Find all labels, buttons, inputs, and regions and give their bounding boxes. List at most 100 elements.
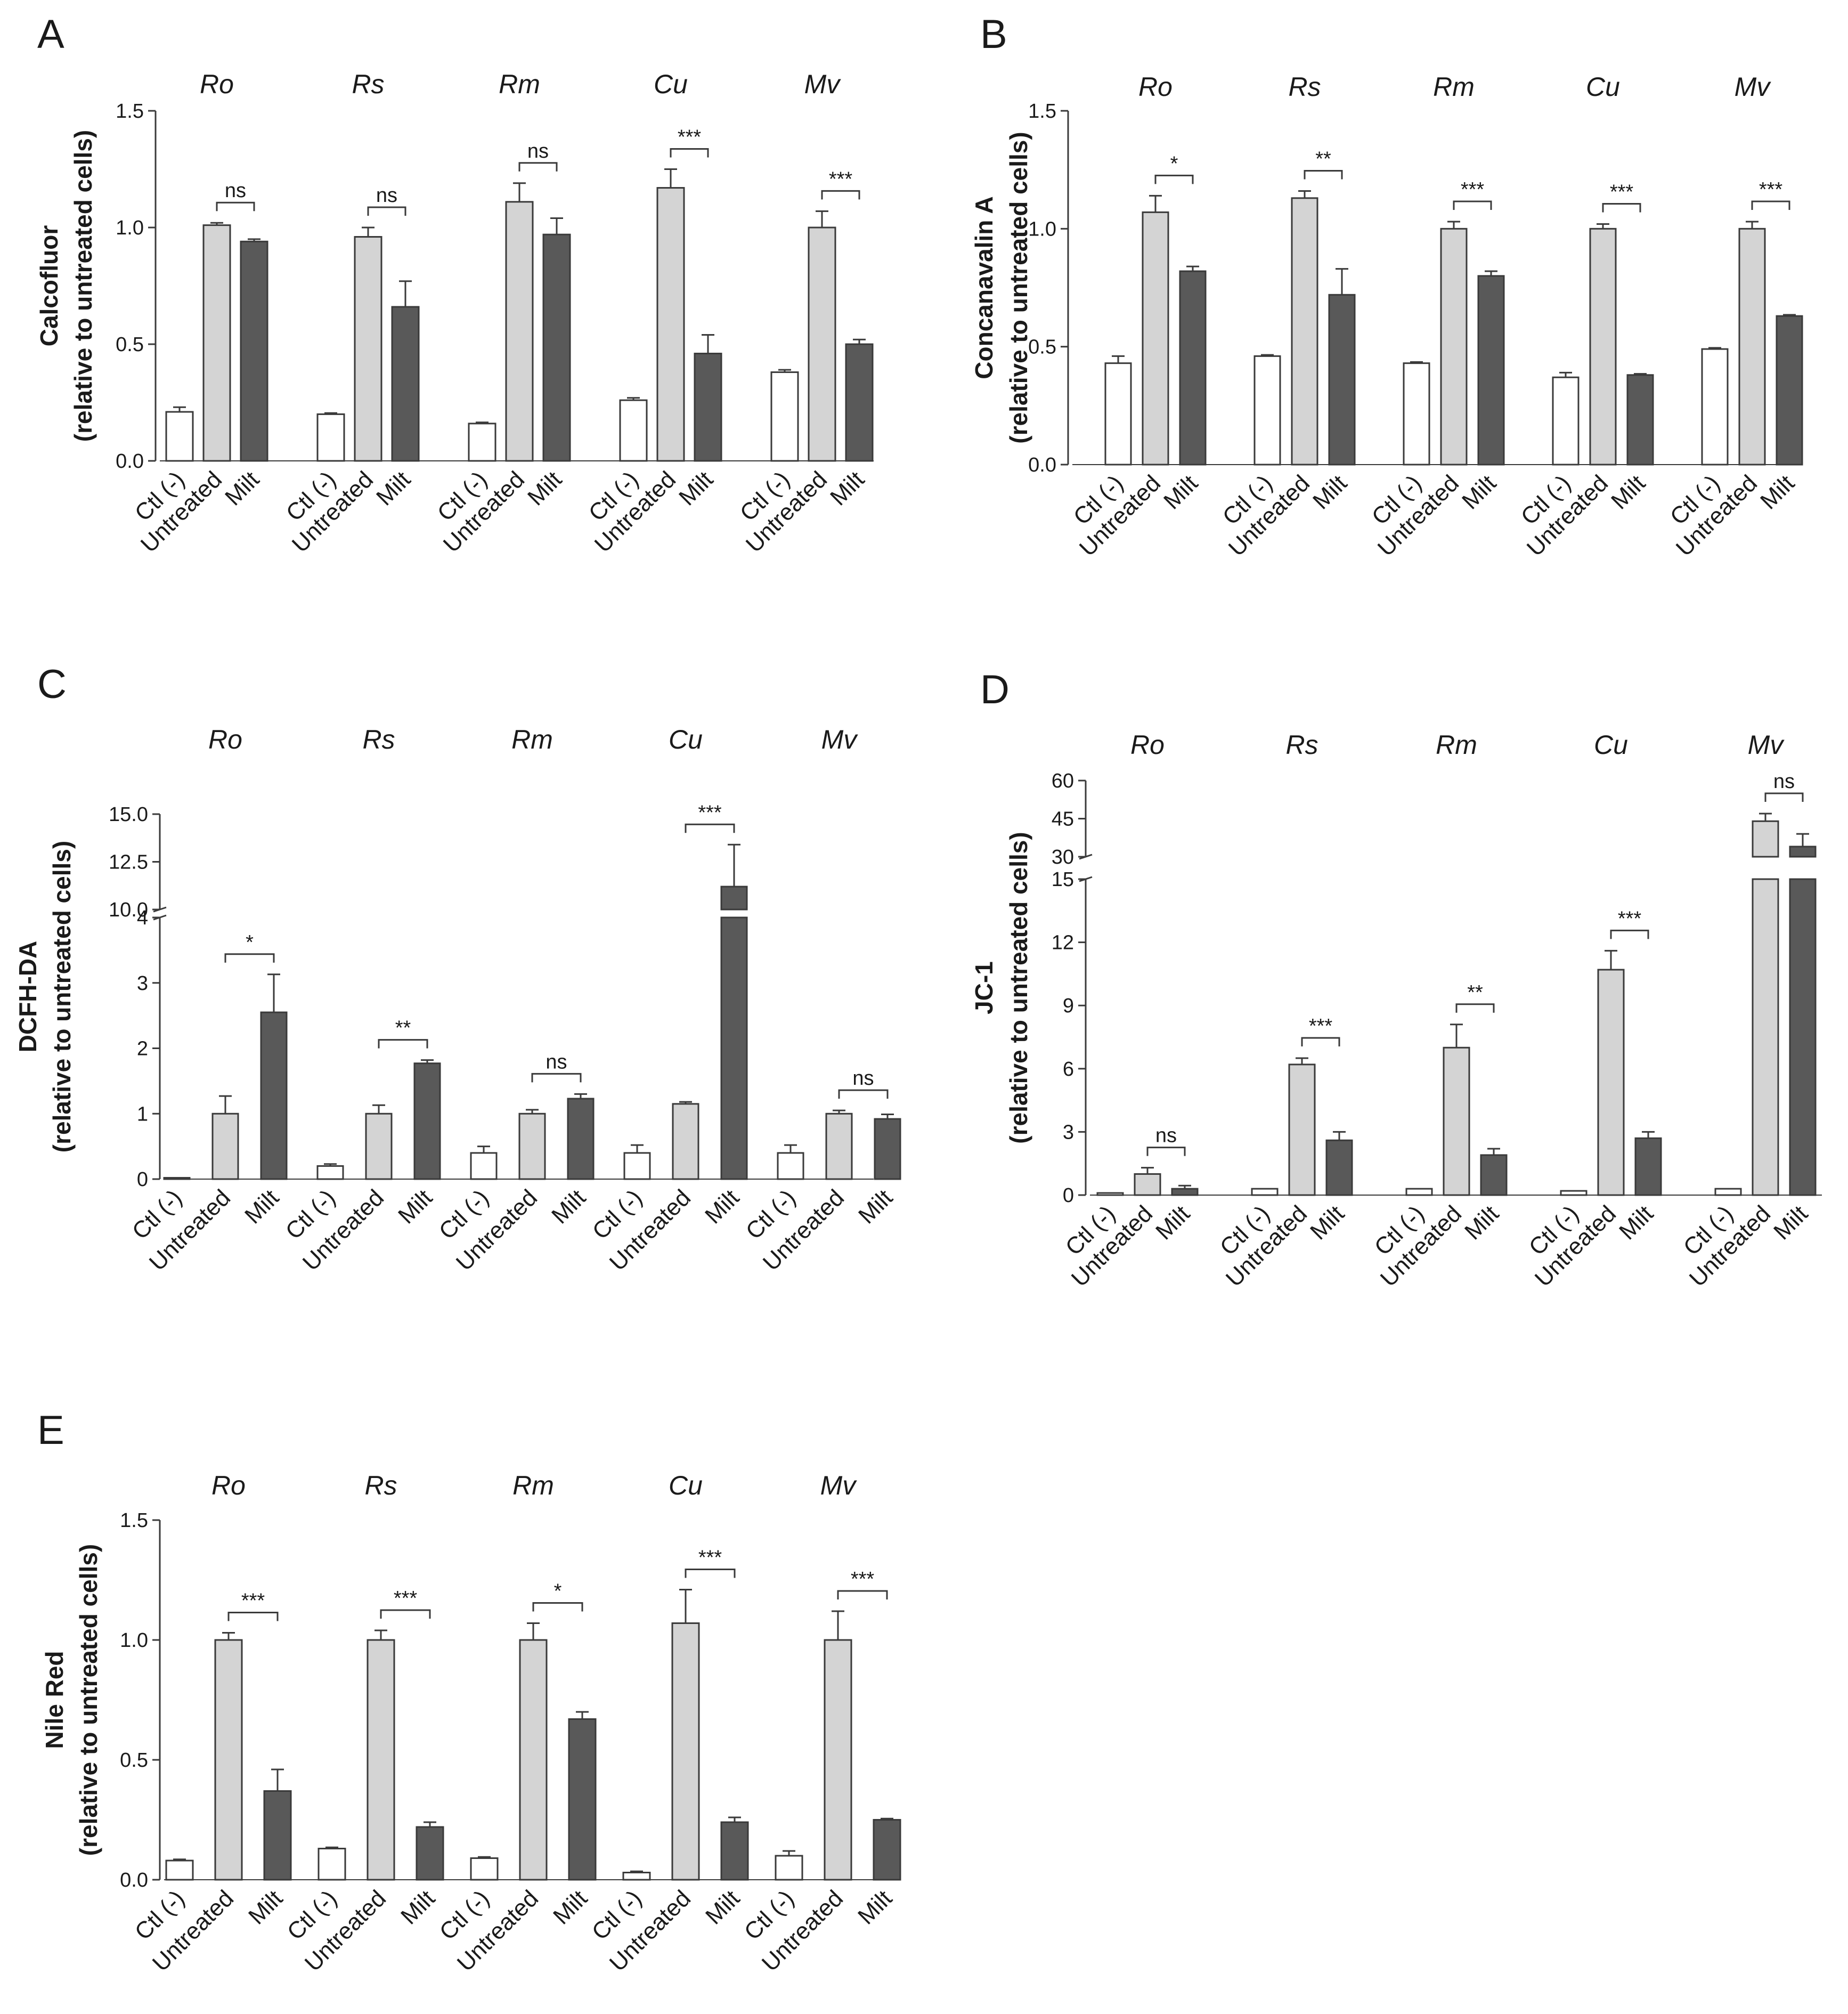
group-label: Mv — [820, 1471, 858, 1500]
group-label: Mv — [804, 69, 842, 99]
x-tick-label: Milt — [1457, 470, 1501, 514]
x-tick-label: Milt — [1460, 1200, 1504, 1245]
bar — [808, 226, 836, 462]
bar — [416, 1826, 444, 1881]
y-tick-label: 0.5 — [120, 1749, 148, 1772]
significance-label: *** — [1309, 1015, 1333, 1037]
significance-label: ** — [1467, 981, 1483, 1004]
group-label: Cu — [654, 69, 688, 99]
panel-letter: E — [37, 1408, 64, 1453]
x-tick-label: Milt — [393, 1184, 437, 1229]
significance-label: ** — [1315, 148, 1331, 170]
x-tick-label: Milt — [1769, 1200, 1813, 1245]
bar — [568, 1718, 597, 1881]
significance-label: *** — [698, 801, 722, 824]
group-label: Rm — [512, 1471, 554, 1500]
bar — [874, 1118, 901, 1180]
x-tick-label: Milt — [243, 1885, 288, 1929]
bar — [720, 916, 748, 1180]
bar — [1142, 211, 1169, 466]
x-tick-label: Milt — [1614, 1200, 1658, 1245]
y-axis: 0.0 0.5 1.0 1.5 — [1028, 100, 1069, 476]
bar — [777, 1152, 804, 1180]
significance-bracket — [1453, 200, 1492, 210]
significance-label: ns — [546, 1051, 567, 1073]
bar — [1776, 315, 1803, 466]
significance-label: ns — [1155, 1125, 1177, 1147]
significance-label: *** — [241, 1590, 265, 1612]
panel-letter: A — [37, 12, 64, 57]
panel-B: B Concanavalin A (relative to untreated ce… — [970, 12, 1803, 562]
bar — [518, 1112, 546, 1180]
bar — [367, 1639, 395, 1881]
bar — [1477, 275, 1505, 466]
group-label: Mv — [1735, 72, 1772, 102]
significance-label: ns — [527, 140, 549, 163]
y-tick-label: 12.5 — [109, 851, 148, 874]
x-tick-label: Milt — [547, 1184, 591, 1229]
bar — [391, 306, 420, 462]
significance-label: *** — [1610, 181, 1634, 203]
significance-bracket — [518, 162, 558, 172]
group-label: Rm — [499, 69, 540, 99]
y-axis-label: Concanavalin A — [970, 196, 998, 379]
y-tick-label: 3 — [137, 972, 148, 995]
y-tick-label: 0 — [1063, 1184, 1074, 1207]
y-tick-label: 15.0 — [109, 803, 148, 826]
significance-bracket — [837, 1590, 888, 1599]
bar — [1443, 1046, 1470, 1196]
y-tick-label: 3 — [1063, 1121, 1074, 1143]
significance-bracket — [227, 1612, 279, 1621]
significance-bracket — [670, 148, 709, 158]
x-tick-label: Milt — [1755, 470, 1800, 514]
significance-bracket — [1154, 174, 1194, 184]
bar — [318, 1848, 346, 1881]
bar — [163, 1177, 191, 1180]
bar — [1288, 1063, 1316, 1196]
group-label: Ro — [200, 69, 234, 99]
x-tick-label: Milt — [700, 1184, 744, 1229]
bar — [165, 1859, 194, 1881]
bar — [1440, 228, 1468, 466]
bar — [825, 1112, 853, 1180]
bar — [165, 411, 194, 462]
significance-label: ns — [1773, 770, 1795, 793]
y-tick-label: 1.0 — [120, 1629, 148, 1652]
x-tick-label: Milt — [220, 466, 264, 510]
y-tick-label: 2 — [137, 1038, 148, 1060]
y-axis: 0.0 0.5 1.0 1.5 — [120, 1509, 161, 1891]
significance-label: *** — [678, 126, 702, 149]
panel-A: A Calcofluor (relative to untreated cells)… — [35, 12, 874, 558]
panel-letter: C — [37, 662, 67, 707]
x-tick-label: Milt — [1305, 1200, 1349, 1245]
bar — [1403, 362, 1430, 466]
group-label: Rm — [511, 725, 553, 754]
panel-letter: B — [980, 12, 1007, 57]
group-label: Rs — [364, 1471, 397, 1500]
bar — [775, 1855, 803, 1881]
x-tick-label: Milt — [548, 1885, 592, 1929]
bar — [1560, 1190, 1588, 1196]
bar — [619, 399, 648, 462]
significance-bracket — [380, 1609, 431, 1619]
significance-bracket — [531, 1073, 582, 1083]
bar — [413, 1062, 441, 1180]
bar — [1701, 348, 1729, 466]
bar — [656, 187, 685, 462]
bar — [1134, 1173, 1161, 1196]
y-tick-label: 1.0 — [1028, 218, 1056, 240]
significance-bracket — [821, 190, 860, 200]
panel-D: D JC-1 (relative to untreated cells) 0 3 6 9 12… — [970, 667, 1822, 1292]
significance-bracket — [216, 201, 255, 212]
